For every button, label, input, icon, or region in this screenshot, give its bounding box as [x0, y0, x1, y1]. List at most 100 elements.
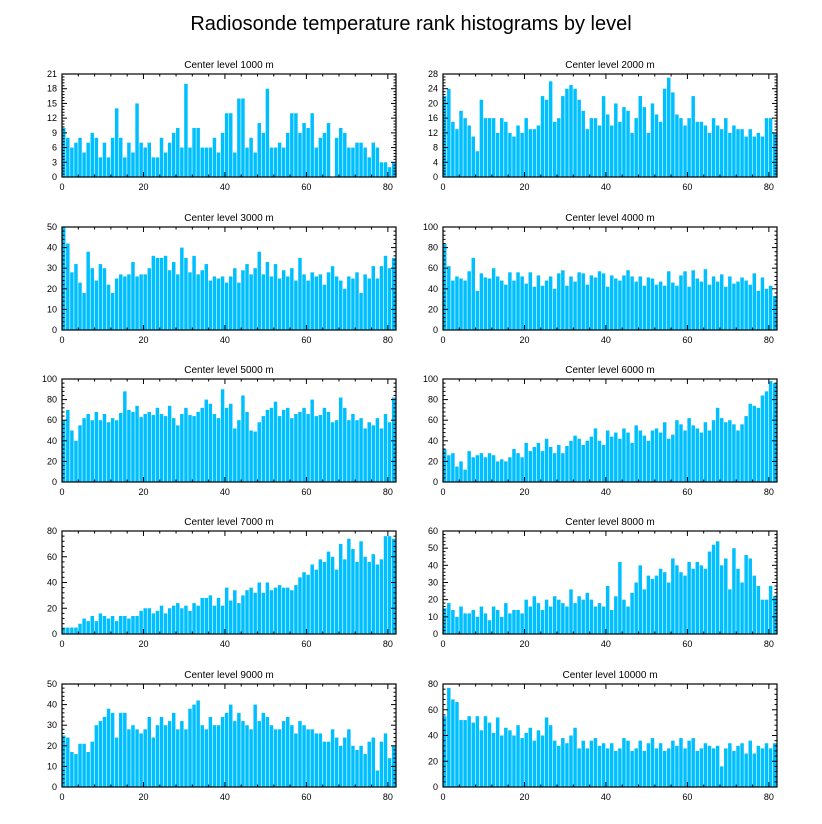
- bar: [298, 577, 302, 634]
- bar: [577, 99, 581, 177]
- plot-frame: [61, 226, 397, 331]
- bar: [589, 275, 594, 330]
- bar: [290, 418, 294, 482]
- bar: [273, 401, 278, 482]
- bar: [638, 276, 642, 330]
- bar: [577, 596, 581, 634]
- bar: [642, 107, 647, 177]
- x-tick-label: 60: [682, 335, 692, 345]
- bar: [171, 605, 176, 634]
- bar: [736, 281, 740, 330]
- bar: [524, 732, 528, 787]
- bar: [695, 750, 700, 787]
- bar: [208, 716, 213, 787]
- bar: [772, 596, 777, 634]
- bar: [257, 721, 261, 787]
- bar: [675, 565, 679, 634]
- bar: [387, 167, 392, 177]
- bar: [671, 282, 675, 330]
- bar: [367, 741, 371, 787]
- bar: [748, 129, 752, 177]
- bar: [200, 147, 204, 177]
- x-tick-label: 0: [59, 639, 64, 649]
- bar: [756, 407, 761, 482]
- bar: [151, 255, 156, 330]
- panel-title: Center level 7000 m: [184, 517, 274, 528]
- bar: [192, 704, 196, 787]
- bar: [192, 127, 196, 177]
- bar: [768, 585, 773, 634]
- bar: [371, 266, 376, 330]
- y-tick-label: 12: [47, 113, 57, 123]
- bar: [383, 414, 388, 482]
- bar: [447, 266, 451, 330]
- bar: [483, 457, 488, 482]
- bar: [467, 716, 471, 787]
- bar: [711, 276, 716, 330]
- bar: [508, 730, 512, 787]
- bar: [610, 275, 614, 330]
- bar: [695, 561, 700, 634]
- bar: [451, 609, 455, 634]
- bar: [703, 269, 708, 330]
- bar: [569, 85, 573, 177]
- bar: [322, 132, 327, 177]
- bar: [638, 96, 642, 177]
- bar: [326, 741, 331, 787]
- y-tick-label: 60: [428, 526, 438, 536]
- bar: [343, 559, 347, 634]
- bar: [151, 737, 156, 787]
- bar: [383, 733, 388, 787]
- bar: [204, 399, 209, 482]
- bar: [605, 430, 610, 482]
- bar: [548, 606, 553, 634]
- bar: [516, 272, 520, 330]
- bar: [200, 270, 204, 330]
- bar: [752, 136, 757, 177]
- bar: [540, 285, 545, 330]
- bar: [347, 147, 351, 177]
- bar: [475, 151, 480, 177]
- bar: [224, 113, 229, 177]
- bar: [127, 618, 131, 634]
- bar: [561, 96, 565, 177]
- bar: [532, 286, 537, 330]
- bar: [447, 88, 451, 177]
- bar: [151, 157, 156, 177]
- bar: [70, 147, 74, 177]
- bar: [479, 273, 484, 330]
- bar: [371, 142, 376, 177]
- bar: [90, 615, 94, 634]
- bar: [375, 418, 380, 482]
- bar: [516, 453, 520, 482]
- y-tick-label: 80: [428, 679, 438, 689]
- bar: [286, 716, 290, 787]
- bar: [654, 575, 659, 634]
- y-tick-label: 20: [428, 98, 438, 108]
- y-tick-label: 50: [47, 679, 57, 689]
- bar: [622, 275, 626, 330]
- bar: [589, 599, 594, 634]
- y-tick-label: 6: [52, 143, 57, 153]
- bar: [318, 559, 323, 634]
- bar: [114, 621, 119, 635]
- y-tick-label: 21: [47, 69, 57, 79]
- bar: [703, 743, 708, 787]
- bar: [764, 743, 769, 787]
- y-tick-label: 0: [52, 782, 57, 792]
- bar: [667, 271, 671, 330]
- chart-panel: Center level 3000 m 0 20 40 60 80 0 10 20 30 40 50: [47, 213, 397, 345]
- bar: [119, 412, 123, 482]
- bar: [159, 257, 164, 330]
- bar: [573, 727, 577, 787]
- y-tick-label: 80: [428, 395, 438, 405]
- bar: [683, 430, 687, 482]
- bar: [98, 420, 103, 482]
- bar: [561, 738, 565, 787]
- bar: [253, 592, 257, 634]
- bar: [123, 276, 127, 330]
- bar: [642, 750, 647, 787]
- bar: [216, 278, 221, 330]
- bar: [463, 469, 467, 482]
- bar: [78, 137, 82, 177]
